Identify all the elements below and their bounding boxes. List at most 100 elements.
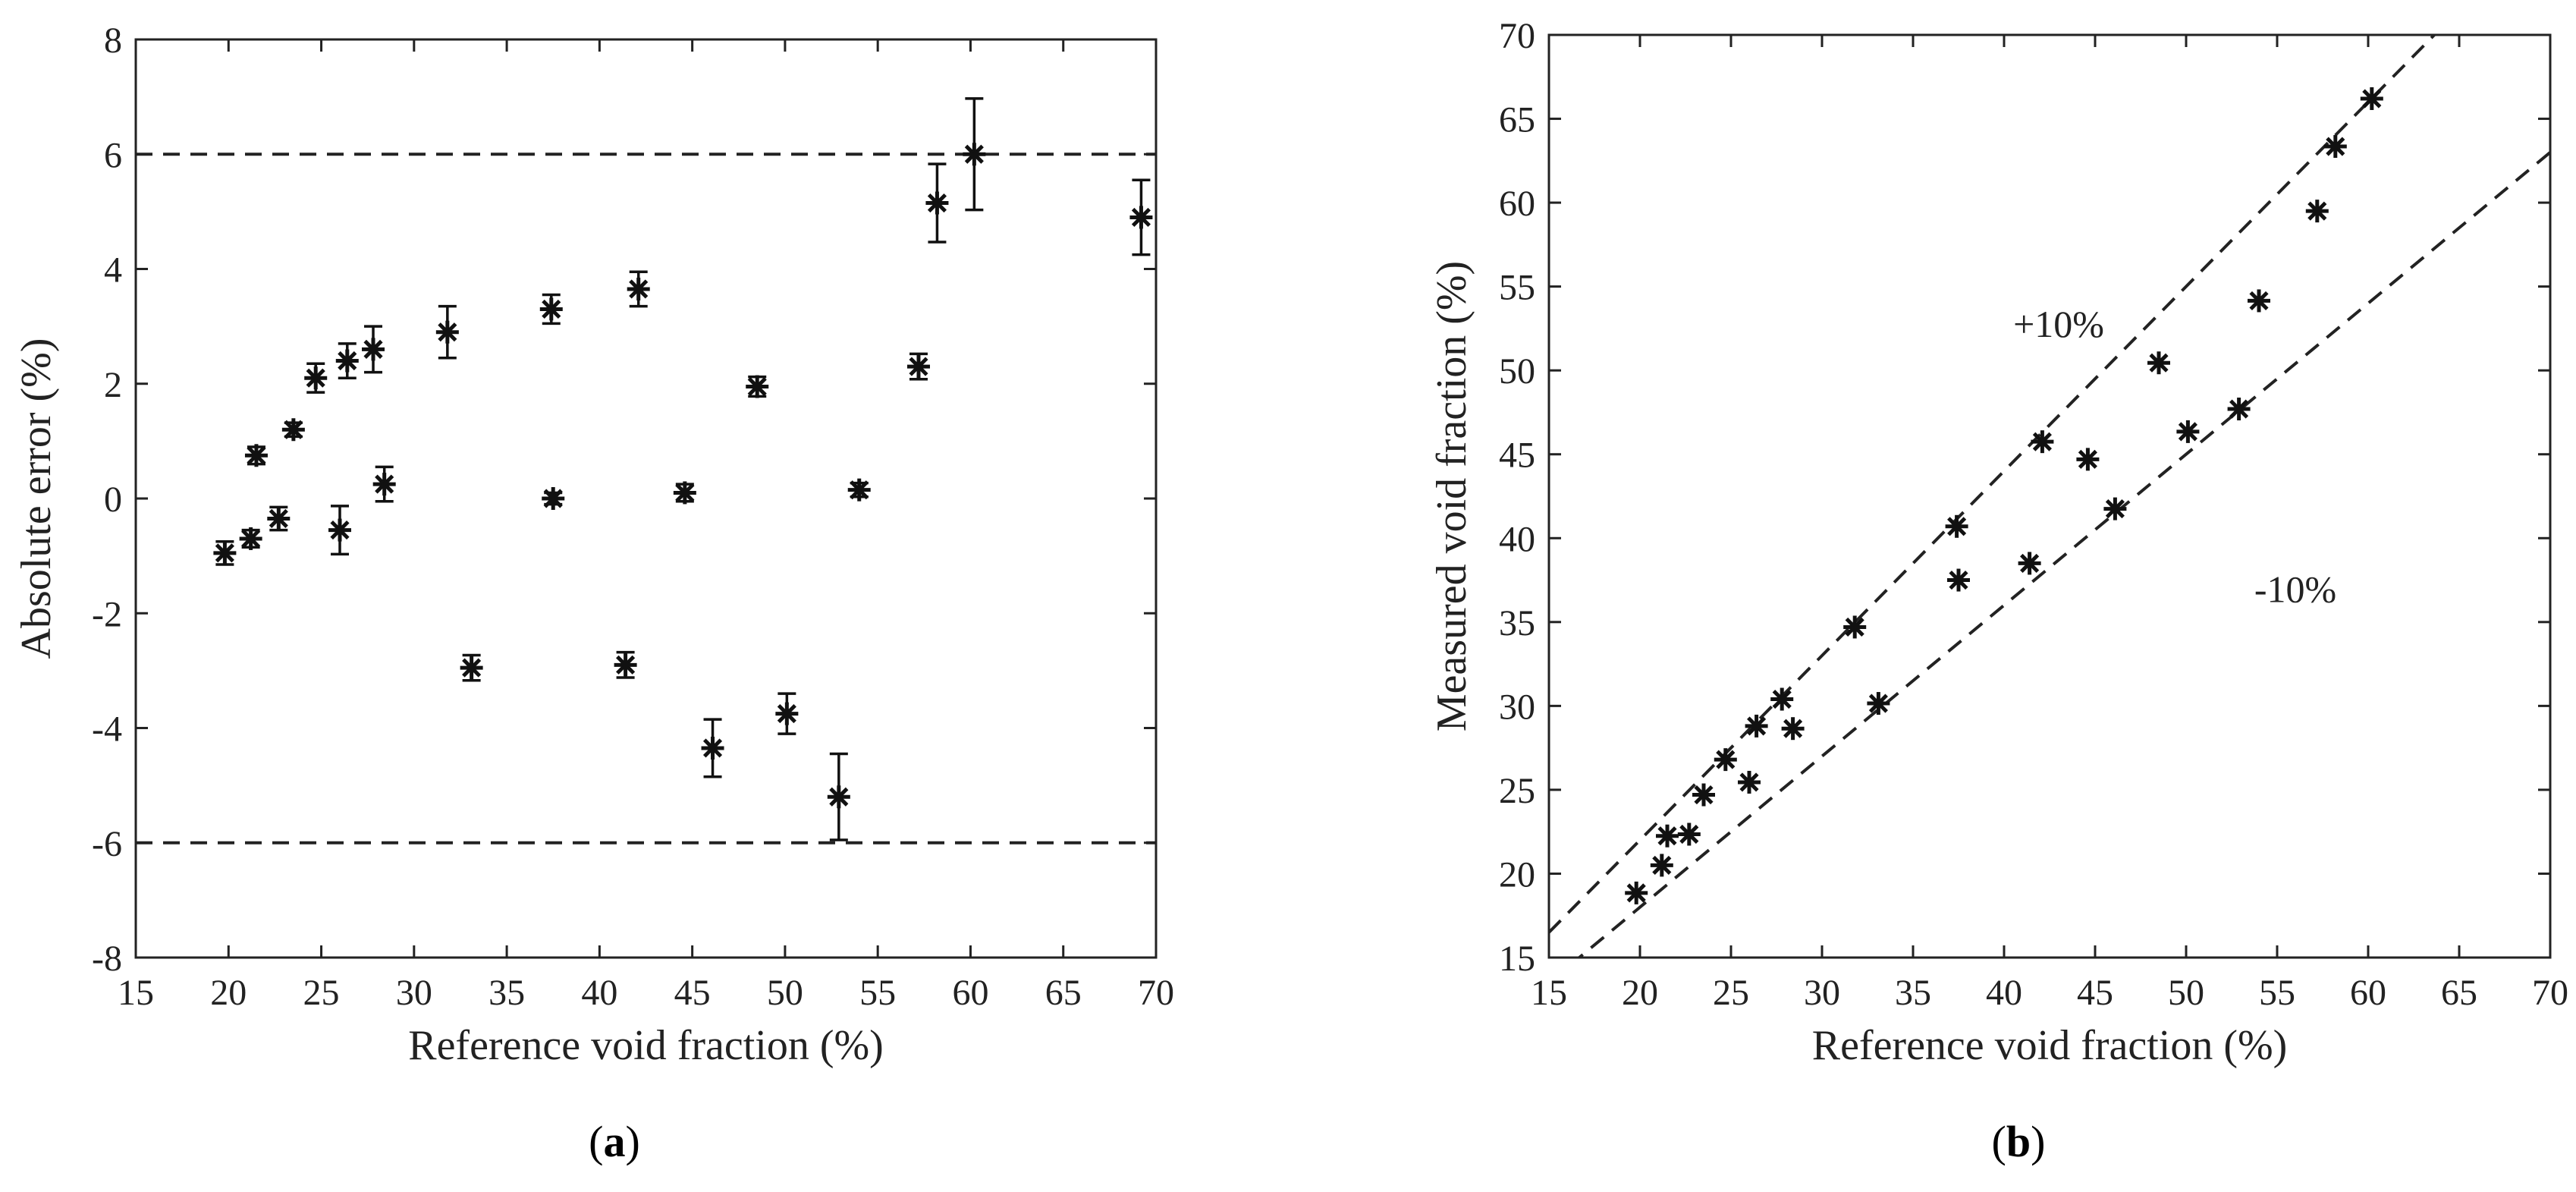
data-point: [460, 656, 483, 680]
x-tick-label: 30: [1804, 973, 1840, 1013]
x-tick-label: 25: [303, 973, 340, 1013]
data-point: [827, 785, 850, 809]
data-point: [281, 418, 305, 442]
band-line: [1576, 151, 2550, 958]
y-tick-label: 60: [1499, 184, 1535, 224]
data-point: [362, 338, 385, 361]
y-tick-label: 15: [1499, 939, 1535, 979]
marker-stroke: [909, 357, 928, 376]
x-tick-label: 40: [1986, 973, 2022, 1013]
marker-stroke: [1652, 855, 1672, 875]
x-tick-label: 20: [1622, 973, 1658, 1013]
marker-stroke: [675, 483, 695, 503]
x-tick-label: 55: [2259, 973, 2295, 1013]
data-point: [2176, 420, 2200, 443]
marker-stroke: [375, 474, 394, 494]
marker-stroke: [2149, 353, 2169, 373]
y-tick-label: 25: [1499, 771, 1535, 811]
data-point: [1129, 206, 1153, 229]
y-axis-label: Measured void fraction (%): [1428, 261, 1475, 731]
y-tick-label: -6: [92, 824, 122, 864]
y-tick-label: 2: [104, 365, 122, 405]
data-point: [244, 444, 268, 467]
data-point: [1692, 783, 1715, 807]
data-point: [335, 349, 359, 373]
marker-stroke: [2032, 432, 2052, 451]
marker-stroke: [1716, 750, 1736, 769]
marker-stroke: [964, 144, 984, 164]
marker-stroke: [927, 193, 947, 213]
band-line: [1549, 35, 2437, 934]
y-tick-label: 4: [104, 250, 122, 291]
data-point: [267, 507, 291, 530]
marker-stroke: [1947, 517, 1967, 536]
data-point: [2323, 135, 2347, 159]
plot-frame: [1547, 33, 2552, 959]
x-tick-label: 70: [2532, 973, 2568, 1013]
y-tick-label: 8: [104, 20, 122, 61]
data-point: [1843, 615, 1867, 639]
data-point: [1650, 854, 1673, 877]
marker-stroke: [2326, 137, 2345, 156]
x-tick-label: 45: [2077, 973, 2113, 1013]
marker-stroke: [1131, 207, 1151, 228]
plot-area: [1549, 35, 2550, 958]
data-point: [1867, 692, 1890, 716]
data-point: [906, 355, 930, 379]
data-point: [328, 518, 351, 542]
data-point: [614, 653, 637, 677]
x-tick-label: 30: [396, 973, 432, 1013]
x-tick-label: 65: [2441, 973, 2477, 1013]
data-point: [372, 473, 396, 496]
data-point: [925, 191, 949, 215]
band-label: -10%: [2254, 568, 2336, 610]
data-point: [1770, 687, 1794, 711]
marker-stroke: [438, 322, 457, 342]
x-tick-label: 15: [1531, 973, 1567, 1013]
marker-stroke: [1783, 719, 1803, 738]
y-tick-label: -2: [92, 594, 122, 634]
panel-label: (b): [1992, 1117, 2046, 1166]
marker-stroke: [1949, 570, 1968, 590]
x-tick-label: 55: [859, 973, 896, 1013]
data-point: [539, 297, 563, 321]
data-point: [847, 478, 871, 502]
data-point: [542, 487, 565, 510]
data-point: [2018, 552, 2041, 575]
panel-a-chart: 15 20 25 30 35 40 45 50 55 60 65 70 -8 -6 -4 -2 0 2 4 6 8 Ref…: [13, 20, 1174, 1166]
y-tick-label: 40: [1499, 519, 1535, 559]
data-point: [701, 736, 724, 760]
marker-stroke: [215, 543, 234, 563]
marker-stroke: [616, 655, 636, 675]
plot-frame: [134, 38, 1158, 959]
marker-stroke: [2020, 553, 2040, 574]
marker-stroke: [2078, 449, 2097, 469]
panel-b-chart: 15 20 25 30 35 40 45 50 55 60 65 70 15 20 25 30 35 40 45 50…: [1428, 16, 2568, 1166]
data-point: [1656, 824, 1679, 848]
marker-stroke: [777, 704, 796, 724]
x-tick-label: 65: [1045, 973, 1082, 1013]
marker-stroke: [2249, 291, 2269, 310]
marker-stroke: [338, 351, 357, 371]
y-tick-label: 6: [104, 135, 122, 175]
x-tick-label: 60: [2350, 973, 2386, 1013]
x-tick-label: 40: [581, 973, 617, 1013]
data-point: [1714, 748, 1737, 772]
data-point: [2103, 497, 2127, 521]
data-point: [1625, 881, 1648, 904]
data-point: [1738, 770, 1761, 794]
marker-stroke: [2229, 399, 2249, 419]
x-axis-label: Reference void fraction (%): [408, 1022, 884, 1069]
x-tick-label: 35: [1895, 973, 1931, 1013]
marker-stroke: [1679, 824, 1699, 844]
data-point: [775, 702, 799, 725]
data-point: [963, 143, 986, 166]
marker-stroke: [363, 339, 383, 359]
marker-stroke: [850, 480, 869, 500]
marker-stroke: [1868, 693, 1888, 713]
plot-area: [136, 97, 1156, 844]
marker-stroke: [330, 521, 350, 540]
y-tick-label: -4: [92, 709, 122, 750]
y-axis-label: Absolute error (%): [13, 338, 60, 659]
marker-stroke: [269, 508, 288, 529]
